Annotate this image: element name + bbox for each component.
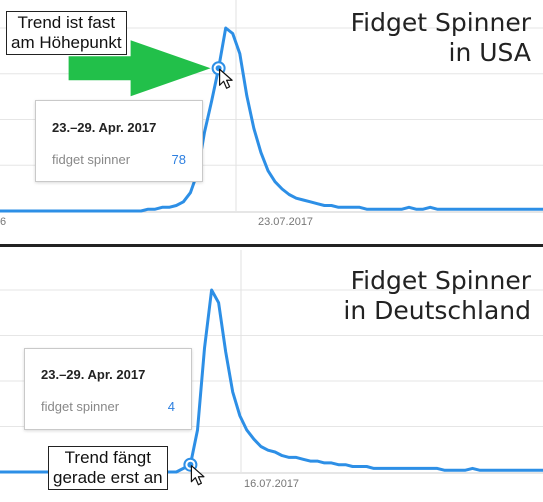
usa-chart-title: Fidget Spinner in USA (351, 8, 531, 68)
usa-x-tick-date: 23.07.2017 (258, 216, 314, 228)
usa-callout-line-1: Trend ist fast (17, 13, 116, 32)
germany-callout-line-2: gerade erst an (53, 468, 163, 487)
usa-callout: Trend ist fast am Höhepunkt (6, 11, 127, 55)
germany-tooltip-value: 4 (167, 399, 175, 414)
arrow-icon (68, 40, 211, 97)
germany-chart-title: Fidget Spinner in Deutschland (343, 266, 531, 326)
germany-title-line-2: in Deutschland (343, 296, 531, 325)
usa-title-line-1: Fidget Spinner (350, 8, 531, 37)
germany-callout-line-1: Trend fängt (64, 448, 151, 467)
germany-tooltip-date: 23.–29. Apr. 2017 (41, 367, 146, 382)
germany-callout: Trend fängt gerade erst an (48, 446, 168, 490)
germany-x-tick-date: 16.07.2017 (244, 478, 300, 490)
usa-trend-panel: Trend ist fast am Höhepunkt Fidget Spinn… (0, 0, 543, 240)
usa-series-line (0, 26, 543, 213)
germany-tooltip-term: fidget spinner (41, 399, 120, 414)
usa-callout-line-2: am Höhepunkt (11, 33, 122, 52)
usa-title-line-2: in USA (448, 38, 531, 67)
germany-title-line-1: Fidget Spinner (350, 266, 531, 295)
usa-tooltip-value: 78 (171, 152, 186, 167)
usa-tooltip-term: fidget spinner (52, 152, 131, 167)
usa-x-tick-start: 6 (0, 216, 7, 228)
usa-tooltip-date: 23.–29. Apr. 2017 (52, 120, 157, 135)
panel-divider (0, 244, 543, 247)
mouse-cursor-icon (190, 465, 205, 486)
germany-trend-panel: Fidget Spinner in Deutschland 23.–29. Ap… (0, 250, 543, 502)
usa-tooltip: 23.–29. Apr. 2017 fidget spinner 78 (35, 100, 203, 182)
germany-tooltip: 23.–29. Apr. 2017 fidget spinner 4 (24, 348, 192, 430)
mouse-cursor-icon (219, 68, 233, 89)
